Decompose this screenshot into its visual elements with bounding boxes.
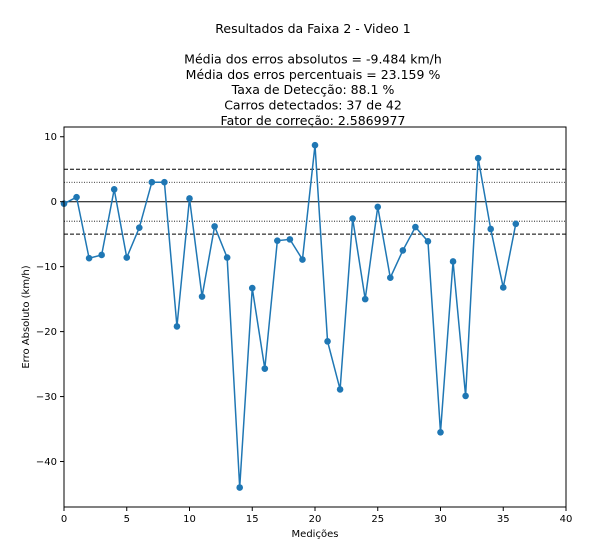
series-line (63, 145, 517, 488)
data-point (173, 323, 181, 330)
data-point (299, 256, 306, 263)
title-line-6: Fator de correção: 2.5869977 (221, 113, 406, 128)
data-point (437, 428, 444, 436)
y-tick-label: −10 (36, 262, 57, 273)
title-line-0: Resultados da Faixa 2 - Video 1 (215, 21, 410, 36)
x-tick-label: 5 (124, 514, 130, 525)
data-point (223, 254, 231, 261)
data-point (449, 258, 457, 265)
data-point (186, 195, 193, 202)
data-point (399, 247, 407, 254)
data-point (462, 392, 469, 400)
data-point (161, 178, 168, 186)
y-tick-label: −40 (36, 457, 57, 468)
title-line-2: Média dos erros absolutos = -9.484 km/h (184, 52, 442, 67)
y-axis-label: Erro Absoluto (km/h) (21, 265, 32, 368)
data-point (412, 223, 419, 231)
title-line-5: Carros detectados: 37 de 42 (224, 98, 402, 113)
y-tick-label: −20 (36, 327, 57, 338)
data-point (487, 225, 495, 233)
data-point (261, 365, 269, 372)
data-point (499, 284, 507, 291)
data-point (324, 338, 331, 345)
data-point (349, 215, 356, 222)
data-point (110, 186, 118, 193)
data-point (123, 254, 131, 261)
y-tick-label: 10 (44, 132, 57, 143)
x-tick-label: 15 (246, 514, 259, 525)
x-tick-label: 40 (560, 514, 573, 525)
x-tick-label: 30 (434, 514, 447, 525)
data-point (474, 154, 482, 162)
data-point (236, 484, 243, 491)
x-tick-label: 35 (497, 514, 510, 525)
x-axis-label: Medições (292, 529, 339, 540)
data-point (387, 274, 394, 282)
y-tick-label: −30 (36, 392, 57, 403)
title-line-3: Média dos erros percentuais = 23.159 % (186, 67, 441, 82)
data-point (85, 254, 93, 262)
data-point (98, 251, 105, 259)
data-point (286, 236, 294, 243)
data-point (148, 178, 156, 186)
data-point (512, 220, 520, 228)
data-point (211, 223, 218, 230)
chart-title: Resultados da Faixa 2 - Video 1 Média dos… (184, 21, 442, 128)
data-point (248, 284, 256, 292)
y-axis-ticks: 10 0 −10 −20 −30 −40 (36, 132, 64, 468)
plot-frame (63, 126, 567, 508)
x-axis-ticks: 0 5 10 15 20 25 30 35 40 (61, 507, 573, 525)
data-point (361, 295, 369, 303)
data-point (274, 237, 281, 244)
x-tick-label: 25 (371, 514, 384, 525)
data-point (336, 386, 344, 393)
data-series (60, 141, 520, 491)
data-point (311, 141, 319, 149)
data-point (136, 224, 143, 231)
data-point (424, 238, 432, 245)
title-line-4: Taxa de Detecção: 88.1 % (231, 82, 395, 97)
data-point (198, 293, 206, 300)
x-tick-label: 0 (61, 514, 67, 525)
y-tick-label: 0 (51, 197, 57, 208)
data-point (73, 193, 80, 201)
x-tick-label: 20 (309, 514, 322, 525)
data-point (374, 203, 382, 211)
x-tick-label: 10 (183, 514, 196, 525)
